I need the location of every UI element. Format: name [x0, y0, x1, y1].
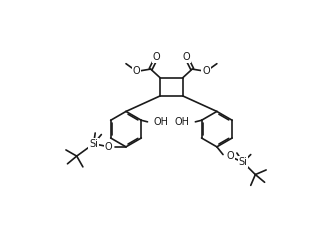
Text: O: O [153, 52, 161, 62]
Text: OH: OH [154, 117, 169, 127]
Text: O: O [133, 66, 140, 76]
Text: OH: OH [174, 117, 189, 127]
Text: O: O [104, 142, 112, 152]
Text: O: O [182, 52, 190, 62]
Text: Si: Si [239, 157, 248, 167]
Text: O: O [226, 151, 234, 161]
Text: Si: Si [89, 139, 98, 149]
Text: O: O [202, 66, 210, 76]
